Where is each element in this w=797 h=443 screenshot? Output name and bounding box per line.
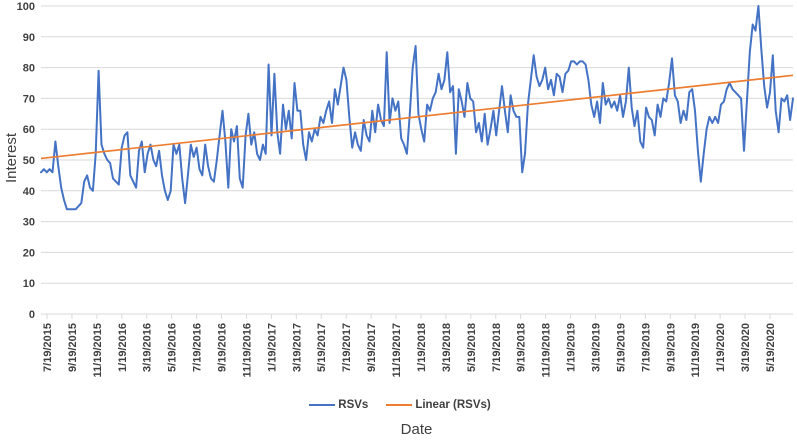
legend: RSVs Linear (RSVs) xyxy=(40,399,760,411)
y-tick-label: 50 xyxy=(23,155,35,167)
rsvs-line xyxy=(40,5,794,211)
legend-label-linear: Linear (RSVs) xyxy=(415,399,491,411)
y-tick-label: 80 xyxy=(23,63,35,75)
x-tick-label: 5/19/2020 xyxy=(765,323,777,372)
y-tick-label: 0 xyxy=(29,309,35,321)
x-tick-label: 7/19/2019 xyxy=(640,323,652,372)
x-tick-label: 3/19/2020 xyxy=(740,323,752,372)
y-tick-label: 20 xyxy=(23,247,35,259)
y-tick-label: 70 xyxy=(23,93,35,105)
x-tick-label: 1/19/2016 xyxy=(117,323,129,372)
x-tick-label: 11/19/2019 xyxy=(690,323,702,377)
plot-area: 0 10 20 30 40 50 60 70 80 90 100 7/19/2015 9/19/2015… xyxy=(17,1,794,377)
x-axis-title: Date xyxy=(400,421,433,438)
y-tick-label: 100 xyxy=(17,1,35,13)
x-tick-label: 7/19/2015 xyxy=(42,323,54,372)
rsvs-line-swatch xyxy=(309,403,336,407)
x-tick-label: 11/19/2018 xyxy=(541,323,553,377)
legend-item-rsvs: RSVs xyxy=(309,399,368,411)
x-tick-label: 11/19/2016 xyxy=(241,323,253,377)
x-tick-label: 3/19/2017 xyxy=(291,323,303,372)
x-tick-label: 1/19/2018 xyxy=(416,323,428,372)
x-tick-label: 9/19/2019 xyxy=(665,323,677,372)
trendline xyxy=(40,74,794,160)
x-tick-label: 1/19/2019 xyxy=(566,323,578,372)
y-axis-title: Interest xyxy=(3,132,20,184)
legend-item-linear: Linear (RSVs) xyxy=(386,399,491,411)
x-tick-label: 7/19/2016 xyxy=(192,323,204,372)
x-tick-label: 3/19/2018 xyxy=(441,323,453,372)
x-tick-label: 11/19/2017 xyxy=(391,323,403,377)
x-tick-label: 5/19/2018 xyxy=(466,323,478,372)
x-tick-label: 9/19/2018 xyxy=(516,323,528,372)
x-tick-label: 5/19/2016 xyxy=(167,323,179,372)
x-tick-label: 9/19/2017 xyxy=(366,323,378,372)
x-tick-label: 11/19/2015 xyxy=(92,323,104,377)
y-tick-label: 60 xyxy=(23,124,35,136)
x-tick-label: 7/19/2018 xyxy=(491,323,503,372)
x-tick-label: 5/19/2019 xyxy=(615,323,627,372)
x-tick-label: 3/19/2016 xyxy=(142,323,154,372)
y-tick-label: 40 xyxy=(23,186,35,198)
x-tick-label: 3/19/2019 xyxy=(590,323,602,372)
x-tick-label: 1/19/2020 xyxy=(715,323,727,372)
x-tick-label: 9/19/2015 xyxy=(67,323,79,372)
x-tick-label: 1/19/2017 xyxy=(266,323,278,372)
x-tick-label: 9/19/2016 xyxy=(217,323,229,372)
legend-label-rsvs: RSVs xyxy=(338,399,369,411)
trendline-swatch xyxy=(386,403,413,407)
y-tick-label: 90 xyxy=(23,32,35,44)
x-tick-label: 7/19/2017 xyxy=(341,323,353,372)
y-tick-label: 10 xyxy=(23,278,35,290)
x-tick-label: 5/19/2017 xyxy=(316,323,328,372)
y-tick-label: 30 xyxy=(23,217,35,229)
